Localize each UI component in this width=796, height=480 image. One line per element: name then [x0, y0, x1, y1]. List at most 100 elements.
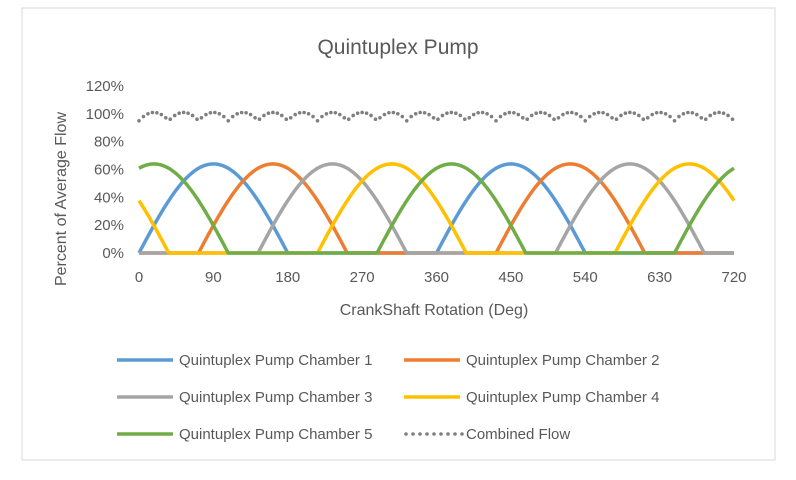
- combined-flow-point: [248, 112, 253, 117]
- legend-item: Quintuplex Pump Chamber 2: [404, 352, 659, 369]
- y-tick-label: 40%: [94, 189, 124, 206]
- combined-flow-point: [280, 113, 284, 118]
- combined-flow-point: [400, 114, 405, 119]
- combined-flow-point: [708, 113, 712, 118]
- combined-flow-point: [262, 113, 266, 118]
- combined-flow-point: [699, 116, 704, 120]
- legend: Quintuplex Pump Chamber 1 Quintuplex Pump…: [117, 352, 659, 443]
- combined-flow-point: [146, 111, 150, 116]
- legend-item: Quintuplex Pump Chamber 1: [117, 352, 372, 369]
- combined-flow-point: [552, 117, 556, 122]
- combined-flow-point: [199, 116, 204, 120]
- combined-flow-point: [213, 110, 217, 115]
- combined-flow-point: [538, 110, 543, 115]
- legend-swatch-dot: [418, 432, 422, 436]
- combined-flow-point: [422, 110, 427, 115]
- combined-flow-point: [204, 112, 208, 117]
- combined-flow-point: [364, 111, 369, 115]
- combined-flow-point: [520, 116, 525, 120]
- combined-flow-point: [512, 110, 516, 115]
- y-tick-label: 120%: [86, 78, 124, 95]
- combined-flow-point: [284, 117, 289, 122]
- combined-flow-point: [226, 118, 231, 123]
- combined-flow-point: [467, 116, 472, 120]
- combined-flow-point: [195, 117, 199, 122]
- combined-flow-point: [645, 116, 650, 120]
- legend-swatch-dot: [439, 432, 443, 436]
- combined-flow-point: [311, 114, 315, 119]
- combined-flow-point: [302, 110, 306, 115]
- x-tick-label: 90: [205, 269, 222, 286]
- combined-flow-point: [315, 118, 320, 123]
- combined-flow-point: [525, 117, 530, 122]
- legend-swatch-dot: [453, 432, 457, 436]
- combined-flow-point: [654, 110, 659, 115]
- legend-label: Quintuplex Pump Chamber 2: [466, 352, 659, 369]
- series-line-chamber-5: [138, 162, 735, 255]
- combined-flow-point: [431, 116, 436, 120]
- combined-flow-point: [462, 117, 467, 122]
- combined-flow-point: [703, 117, 708, 122]
- combined-flow-point: [409, 114, 414, 119]
- combined-flow-point: [601, 110, 605, 115]
- combined-flow-point: [329, 110, 333, 115]
- combined-flow-point: [208, 110, 213, 115]
- x-tick-label: 270: [350, 269, 375, 286]
- combined-flow-point: [623, 111, 628, 115]
- combined-flow-point: [413, 111, 418, 116]
- x-tick-label: 360: [424, 269, 449, 286]
- combined-flow-point: [494, 118, 498, 123]
- combined-flow-point: [507, 110, 512, 115]
- y-tick-label: 0%: [102, 245, 124, 262]
- combined-flow-point: [659, 110, 663, 115]
- y-tick-label: 60%: [94, 162, 124, 179]
- y-axis-label: Percent of Average Flow: [53, 112, 70, 286]
- combined-flow-point: [641, 117, 646, 122]
- combined-flow-point: [137, 118, 141, 123]
- combined-flow-point: [726, 113, 730, 118]
- combined-flow-point: [275, 111, 280, 115]
- combined-flow-point: [440, 113, 445, 118]
- combined-flow-point: [369, 113, 373, 118]
- y-tick-label: 100%: [86, 106, 124, 123]
- combined-flow-point: [266, 111, 271, 115]
- combined-flow-point: [186, 111, 190, 115]
- combined-flow-point: [387, 110, 391, 115]
- combined-flow-point: [596, 110, 601, 115]
- combined-flow-point: [293, 112, 297, 117]
- combined-flow-point: [677, 114, 681, 119]
- combined-flow-point: [445, 111, 449, 115]
- combined-flow-point: [717, 110, 721, 115]
- x-tick-label: 180: [275, 269, 300, 286]
- legend-swatch-dot: [404, 432, 408, 436]
- combined-flow-point: [141, 114, 146, 119]
- combined-flow-point: [637, 113, 641, 118]
- combined-flow-point: [346, 117, 351, 122]
- combined-flow-point: [561, 112, 565, 117]
- combined-flow-point: [221, 114, 226, 119]
- legend-swatch-dot: [432, 432, 436, 436]
- combined-flow-point: [632, 111, 637, 115]
- combined-flow-point: [288, 116, 293, 120]
- combined-flow-point: [360, 110, 364, 115]
- plot-area: [137, 110, 736, 255]
- combined-flow-point: [378, 116, 382, 120]
- combined-flow-point: [436, 117, 440, 122]
- combined-flow-point: [721, 111, 726, 115]
- combined-flow-point: [239, 110, 244, 115]
- combined-flow-point: [382, 112, 387, 117]
- chart-title: Quintuplex Pump: [317, 36, 478, 59]
- combined-flow-point: [418, 110, 422, 115]
- combined-flow-point: [610, 116, 614, 120]
- combined-flow-point: [404, 118, 409, 123]
- combined-flow-point: [172, 113, 177, 118]
- combined-flow-point: [391, 110, 396, 115]
- legend-label: Quintuplex Pump Chamber 1: [179, 352, 372, 369]
- combined-flow-point: [324, 111, 329, 116]
- combined-flow-point: [663, 111, 668, 116]
- series-combined-flow: [137, 110, 735, 123]
- combined-flow-point: [592, 111, 596, 116]
- combined-flow-point: [529, 113, 534, 118]
- combined-flow-point: [306, 111, 311, 116]
- combined-flow-point: [333, 110, 338, 115]
